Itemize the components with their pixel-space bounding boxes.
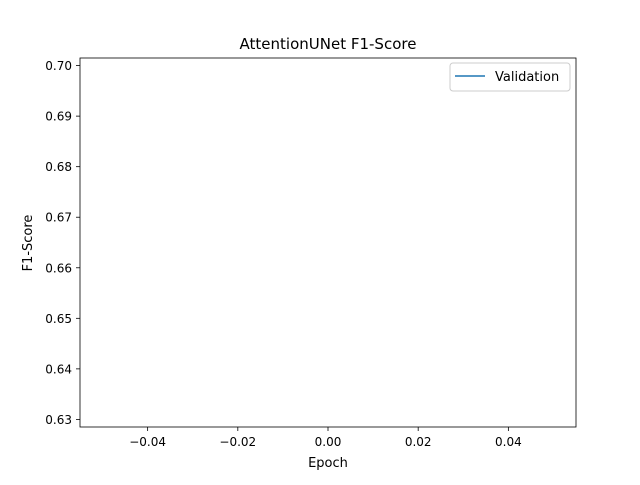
- x-axis-label: Epoch: [308, 456, 348, 471]
- legend-label: Validation: [495, 70, 559, 85]
- axes-background: [80, 58, 576, 427]
- y-tick-label: 0.66: [45, 261, 72, 275]
- x-tick-label: −0.02: [219, 435, 256, 449]
- y-tick-label: 0.63: [45, 413, 72, 427]
- y-axis-label: F1-Score: [21, 215, 36, 272]
- x-tick-label: 0.00: [315, 435, 342, 449]
- y-tick-label: 0.64: [45, 362, 72, 376]
- y-tick-label: 0.68: [45, 160, 72, 174]
- x-tick-label: 0.04: [495, 435, 522, 449]
- x-axis-ticks: −0.04 −0.02 0.00 0.02 0.04: [129, 427, 522, 449]
- y-tick-label: 0.67: [45, 211, 72, 225]
- y-axis-ticks: 0.63 0.64 0.65 0.66 0.67 0.68 0.69 0.70: [45, 59, 80, 427]
- x-tick-label: −0.04: [129, 435, 166, 449]
- y-tick-label: 0.70: [45, 59, 72, 73]
- plot-area: [79, 57, 577, 428]
- chart-title: AttentionUNet F1-Score: [240, 35, 417, 53]
- y-tick-label: 0.69: [45, 110, 72, 124]
- x-tick-label: 0.02: [405, 435, 432, 449]
- legend-frame: [449, 62, 571, 92]
- y-tick-label: 0.65: [45, 312, 72, 326]
- legend: Validation: [449, 62, 571, 92]
